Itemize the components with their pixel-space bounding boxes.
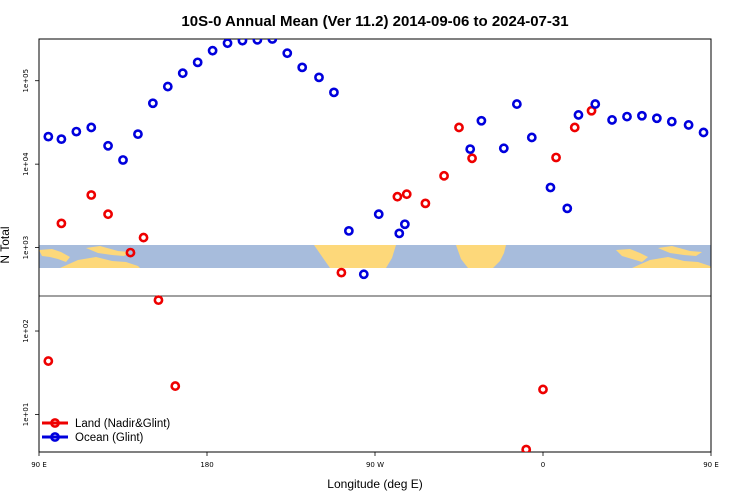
ocean-point — [666, 116, 677, 127]
land-point — [103, 209, 113, 220]
land-point — [56, 218, 67, 229]
ocean-point — [526, 132, 537, 143]
land-point — [730, 220, 737, 227]
ocean-point — [373, 209, 384, 220]
ocean-point — [329, 87, 339, 98]
ocean-point — [476, 115, 487, 126]
land-point — [551, 152, 561, 163]
land-point — [569, 122, 580, 133]
land-point — [521, 444, 532, 452]
ocean-point — [118, 155, 128, 165]
y-axis: 1e+01 1e+02 1e+03 1e+04 1e+05 — [22, 69, 39, 426]
ocean-point — [590, 99, 601, 109]
map-strip — [39, 245, 711, 268]
ocean-point — [297, 62, 308, 73]
ocean-point — [103, 140, 113, 151]
land-point — [153, 295, 164, 306]
ocean-point — [237, 39, 248, 46]
map-land-africa — [456, 245, 506, 268]
land-point — [170, 381, 181, 391]
ocean-point — [71, 126, 82, 137]
land-point — [538, 384, 548, 395]
x-tick-label: 180 — [200, 461, 213, 469]
ocean-point — [715, 123, 722, 130]
ocean-point — [637, 110, 647, 121]
legend-label-ocean: Ocean (Glint) — [75, 432, 144, 444]
land-point — [454, 122, 464, 133]
land-point — [715, 357, 722, 364]
ocean-point — [651, 113, 662, 124]
land-point — [336, 267, 347, 278]
ocean-point — [177, 68, 188, 79]
ocean-point — [192, 57, 203, 68]
legend-marker-ocean — [50, 432, 60, 442]
map-land-southeast-asia-east — [616, 249, 648, 262]
ocean-point — [573, 110, 584, 120]
land-point — [43, 356, 54, 366]
ocean-point — [207, 45, 218, 56]
map-land-australia-west — [60, 257, 140, 268]
ocean-point — [86, 122, 97, 133]
ocean-point — [607, 115, 617, 125]
x-tick-label: 0 — [541, 461, 545, 469]
y-tick-label: 1e+03 — [22, 236, 30, 260]
ocean-point — [282, 48, 293, 59]
ocean-point — [498, 143, 509, 154]
ocean-point — [683, 120, 694, 130]
ocean-point — [698, 127, 709, 138]
ocean-point — [394, 228, 405, 239]
ocean-point — [399, 219, 410, 230]
y-tick-label: 1e+05 — [22, 69, 30, 93]
chart-title: 10S-0 Annual Mean (Ver 11.2) 2014-09-06 … — [181, 13, 568, 30]
land-point — [138, 232, 149, 243]
y-tick-label: 1e+02 — [22, 319, 30, 343]
ocean-point — [147, 98, 158, 109]
map-land-australia-east — [632, 257, 711, 268]
land-point — [420, 198, 431, 209]
ocean-point — [222, 39, 233, 49]
ocean-point — [622, 111, 632, 122]
map-land-new-guinea-west — [86, 246, 130, 256]
data-points — [43, 39, 750, 452]
y-tick-label: 1e+01 — [22, 403, 30, 427]
y-axis-label: N Total — [0, 226, 12, 263]
ocean-point — [314, 72, 324, 83]
x-tick-label: 90 E — [31, 461, 47, 469]
y-tick-label: 1e+04 — [22, 152, 30, 176]
ocean-point — [133, 129, 143, 140]
x-axis: 90 E 180 90 W 0 90 E — [31, 452, 719, 469]
ocean-point — [745, 135, 750, 142]
ocean-point — [43, 131, 54, 142]
legend: Land (Nadir&Glint) Ocean (Glint) — [42, 418, 170, 444]
land-point — [392, 191, 403, 202]
map-land-new-guinea-east — [658, 246, 702, 256]
ocean-point — [343, 225, 354, 236]
x-tick-label: 90 W — [366, 461, 384, 469]
legend-label-land: Land (Nadir&Glint) — [75, 418, 170, 430]
ocean-point — [545, 182, 556, 193]
ocean-point — [730, 125, 737, 132]
ocean-point — [358, 269, 369, 280]
map-land-south-america — [314, 245, 396, 268]
land-point — [401, 189, 412, 200]
legend-marker-land — [50, 418, 60, 428]
map-land-southeast-asia-west — [39, 249, 70, 262]
land-point — [439, 170, 449, 181]
land-point — [125, 247, 136, 258]
ocean-point — [465, 144, 476, 155]
ocean-point — [56, 134, 67, 145]
ocean-point — [562, 203, 573, 214]
land-point — [467, 153, 477, 164]
ocean-point — [511, 99, 522, 109]
ocean-point — [252, 39, 263, 45]
x-tick-label: 90 E — [703, 461, 719, 469]
ocean-point — [162, 81, 173, 92]
x-axis-label: Longitude (deg E) — [327, 477, 422, 491]
ocean-point — [267, 39, 278, 44]
land-point — [86, 190, 97, 200]
